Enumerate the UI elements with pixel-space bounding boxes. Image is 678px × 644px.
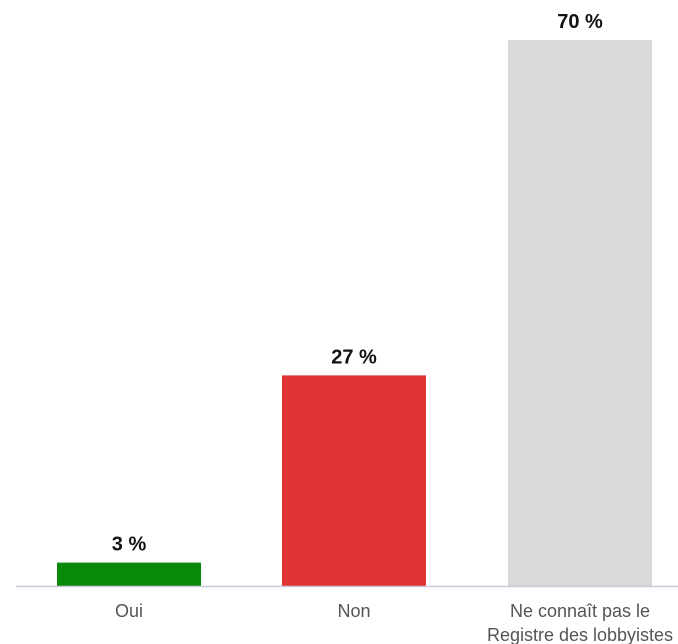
category-labels-group: Oui Non Ne connaît pas le Registre des lobb…	[115, 601, 673, 644]
category-label-1: Non	[337, 601, 370, 621]
category-label-2-line-0: Ne connaît pas le	[510, 601, 650, 621]
bar-1	[282, 375, 426, 586]
value-label-2: 70 %	[557, 11, 603, 33]
value-label-0: 3 %	[112, 534, 147, 556]
category-label-0: Oui	[115, 601, 143, 621]
value-labels-group: 3 % 27 % 70 %	[112, 11, 603, 556]
bars-group	[57, 40, 652, 586]
bar-0	[57, 562, 201, 586]
value-label-1: 27 %	[331, 346, 377, 368]
category-label-2-line-1: Registre des lobbyistes	[487, 625, 673, 644]
bar-2	[508, 40, 652, 586]
